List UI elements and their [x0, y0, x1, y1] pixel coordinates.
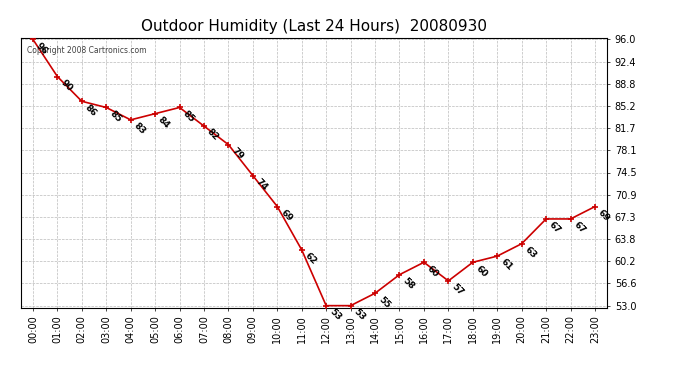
Text: 90: 90 — [59, 78, 74, 93]
Text: 61: 61 — [499, 258, 514, 273]
Text: 69: 69 — [279, 208, 294, 223]
Text: 84: 84 — [157, 115, 172, 130]
Text: 60: 60 — [425, 264, 440, 279]
Text: 82: 82 — [206, 128, 221, 142]
Text: 67: 67 — [547, 220, 563, 236]
Text: 86: 86 — [83, 103, 99, 118]
Text: 74: 74 — [254, 177, 270, 192]
Text: 85: 85 — [181, 109, 196, 124]
Text: 57: 57 — [450, 282, 465, 297]
Text: 55: 55 — [377, 295, 392, 310]
Text: 69: 69 — [596, 208, 611, 223]
Text: 53: 53 — [328, 307, 343, 322]
Text: 67: 67 — [572, 220, 587, 236]
Title: Outdoor Humidity (Last 24 Hours)  20080930: Outdoor Humidity (Last 24 Hours) 2008093… — [141, 18, 487, 33]
Text: 60: 60 — [474, 264, 489, 279]
Text: 83: 83 — [132, 121, 147, 136]
Text: 63: 63 — [523, 245, 538, 260]
Text: 58: 58 — [401, 276, 416, 291]
Text: Copyright 2008 Cartronics.com: Copyright 2008 Cartronics.com — [26, 46, 146, 55]
Text: 96: 96 — [34, 41, 50, 56]
Text: 62: 62 — [303, 251, 318, 267]
Text: 79: 79 — [230, 146, 245, 161]
Text: 53: 53 — [352, 307, 367, 322]
Text: 85: 85 — [108, 109, 123, 124]
